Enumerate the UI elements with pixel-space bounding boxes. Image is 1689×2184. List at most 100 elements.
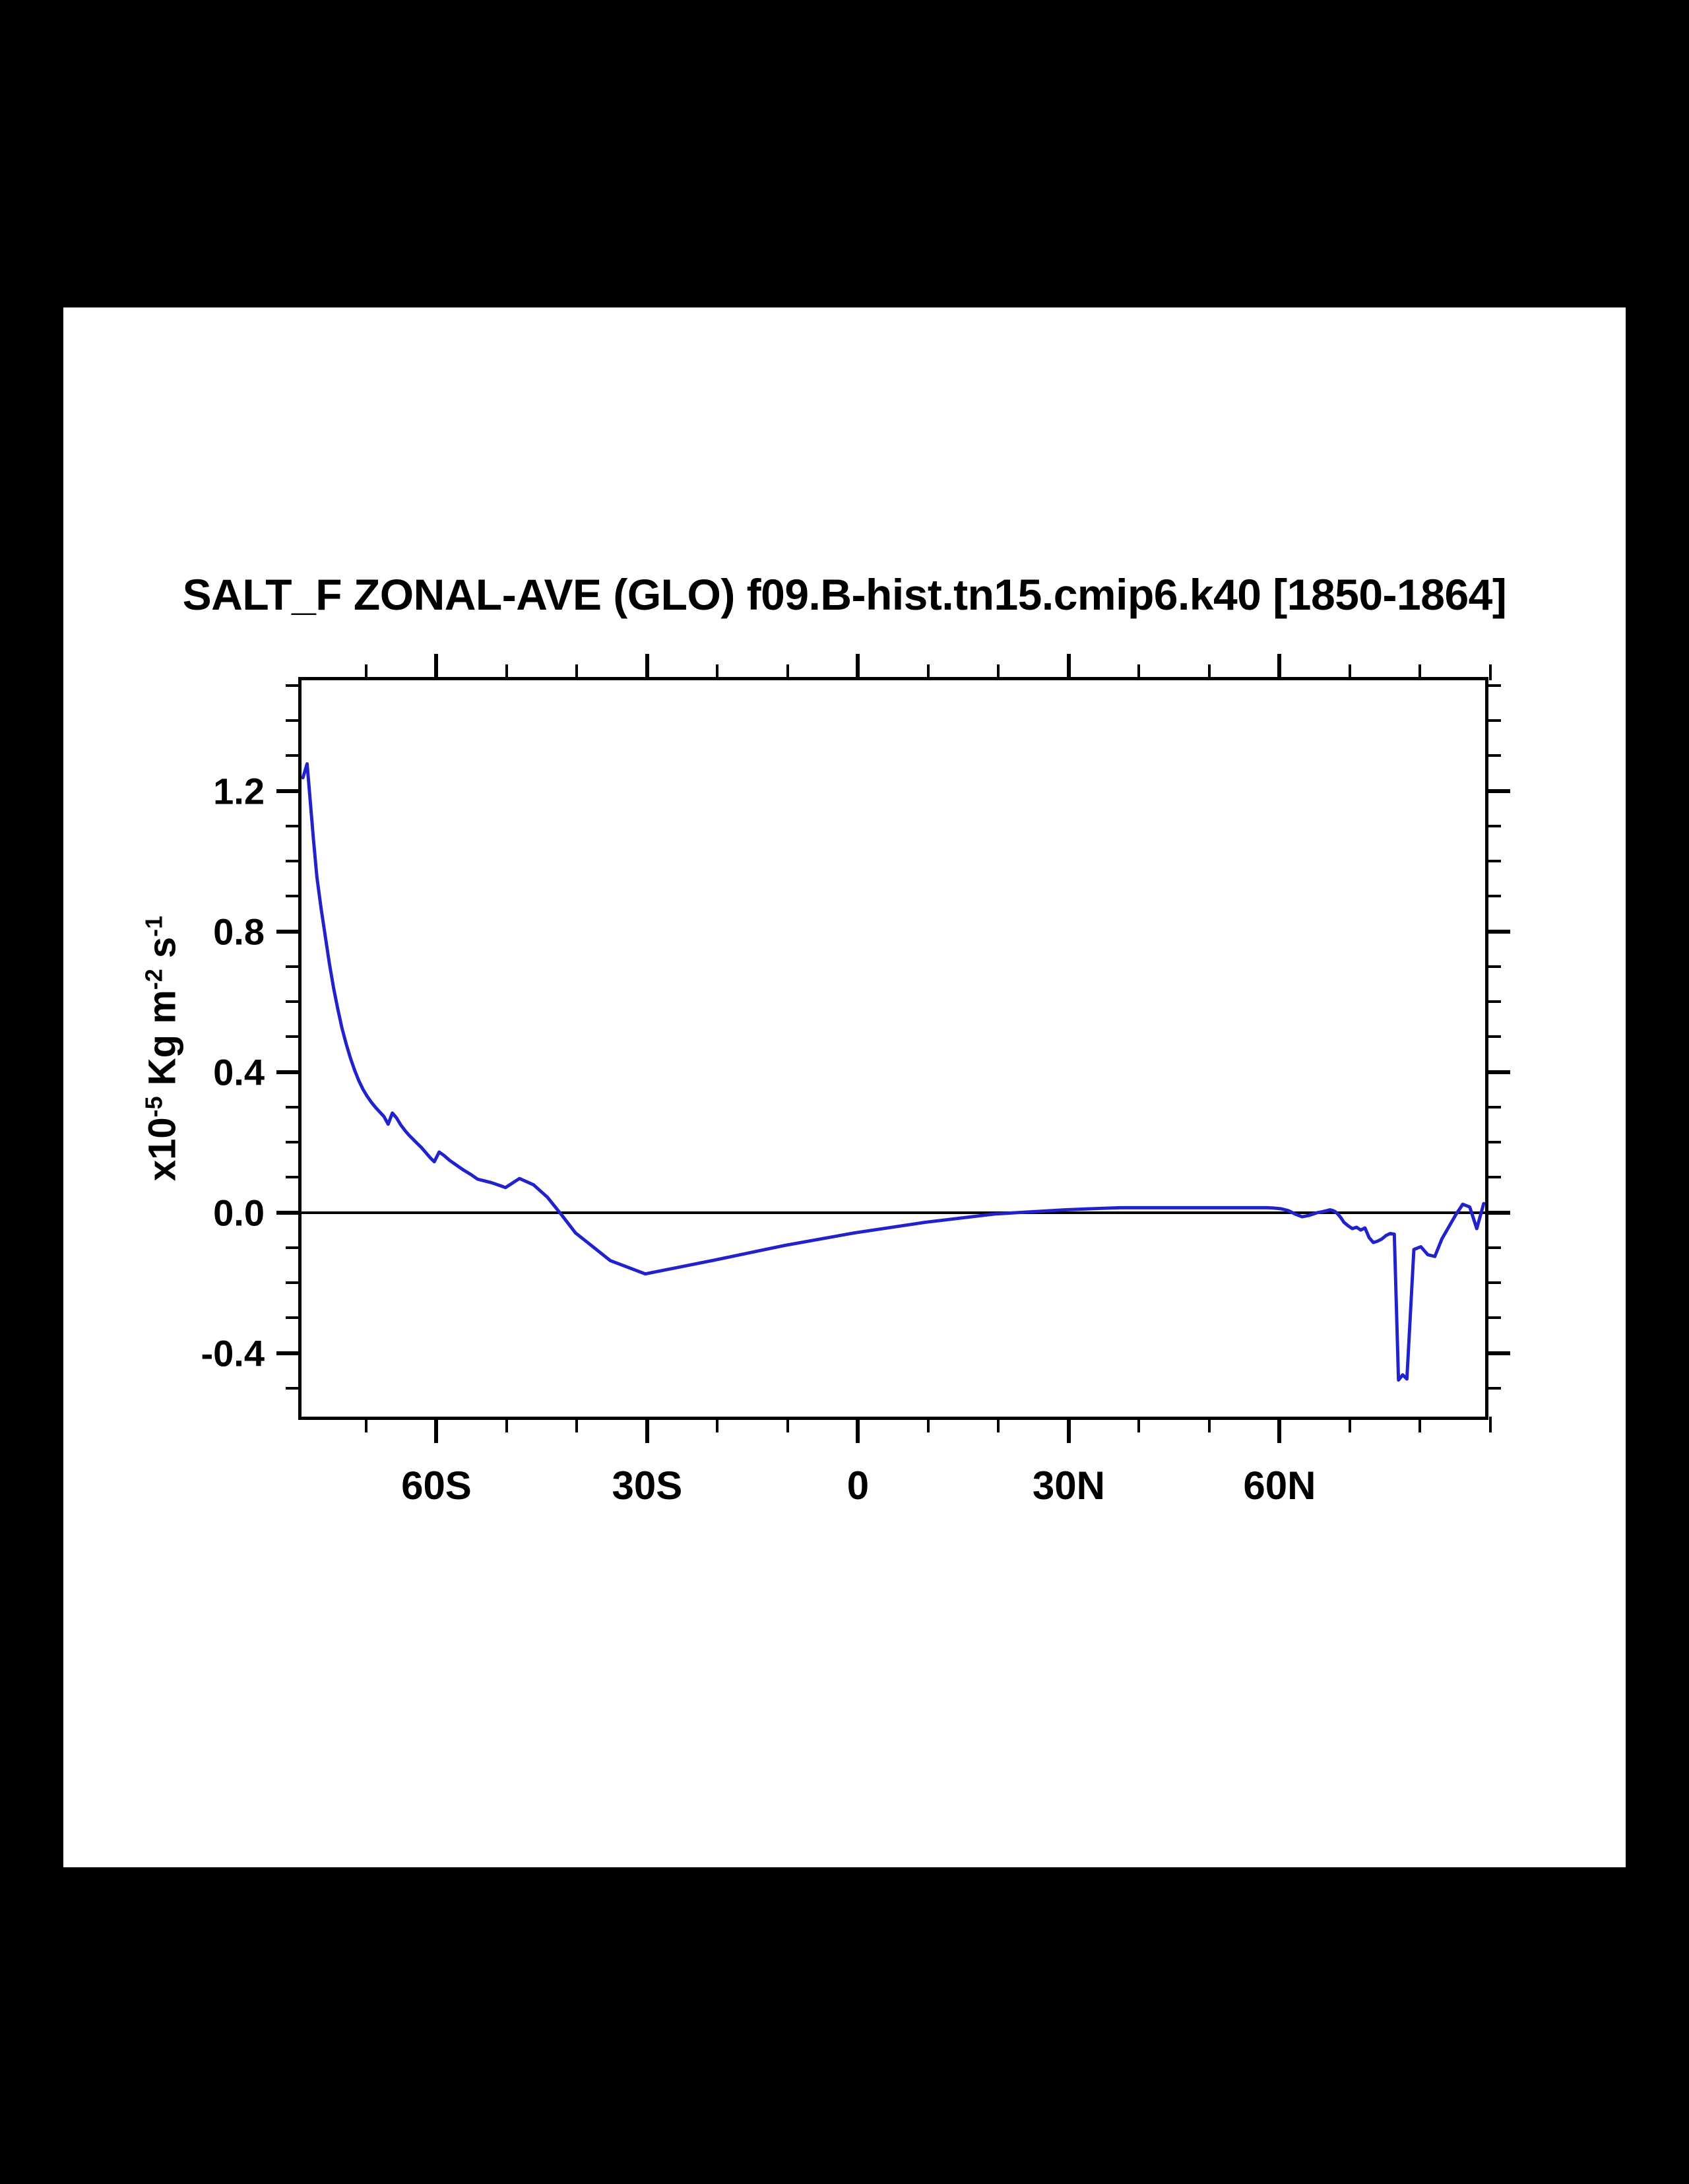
x-axis-tick-bottom [856,1417,860,1443]
y-axis-tick-left [286,684,302,687]
y-axis-tick-right [1485,1316,1501,1320]
x-axis-tick-top [575,664,579,680]
y-axis-tick-right [1485,965,1501,968]
x-axis-tick-top [1348,664,1351,680]
y-axis-tick-left [286,1105,302,1108]
x-axis-tick-bottom [1488,1417,1492,1432]
y-axis-tick-right [1485,684,1501,687]
x-axis-tick-top [926,664,930,680]
x-axis-tick-label: 60N [1243,1463,1316,1508]
y-axis-tick-right [1485,824,1501,827]
x-axis-tick-bottom [786,1417,789,1432]
y-axis-tick-right [1485,1070,1510,1074]
plot-inner [302,680,1485,1417]
y-axis-tick-left [276,1210,302,1215]
x-axis-tick-label: 60S [401,1463,472,1508]
y-axis-tick-right [1485,1210,1510,1215]
figure-panel: SALT_F ZONAL-AVE (GLO) f09.B-hist.tn15.c… [63,307,1626,1867]
y-axis-label-exp2: -2 [140,969,168,990]
y-axis-tick-right [1485,1141,1501,1144]
y-axis-tick-right [1485,754,1501,757]
y-axis-tick-label: -0.4 [201,1332,265,1374]
x-axis-tick-bottom [505,1417,508,1432]
x-axis-tick-top [1277,654,1282,680]
y-axis-tick-right [1485,860,1501,863]
y-axis-tick-right [1485,1246,1501,1249]
y-axis-label: x10-5 Kg m-2 s-1 [140,916,184,1181]
y-axis-tick-left [276,929,302,934]
y-axis-tick-left [286,1000,302,1004]
y-axis-tick-right [1485,1035,1501,1039]
y-axis-tick-left [286,1246,302,1249]
x-axis-tick-top [1488,664,1492,680]
x-axis-tick-bottom [716,1417,719,1432]
y-axis-tick-left [286,1035,302,1039]
x-axis-tick-top [997,664,1000,680]
y-axis-label-exp1: -5 [140,1096,168,1118]
x-axis-tick-bottom [364,1417,367,1432]
x-axis-tick-top [505,664,508,680]
y-axis-label-mid2: s [141,936,184,969]
y-axis-tick-right [1485,719,1501,723]
x-axis-tick-bottom [434,1417,439,1443]
x-axis-tick-label: 30S [612,1463,683,1508]
x-axis-tick-bottom [645,1417,649,1443]
x-axis-tick-top [716,664,719,680]
y-axis-tick-left [286,1386,302,1390]
x-axis-tick-bottom [1418,1417,1422,1432]
y-axis-tick-left [286,895,302,898]
x-axis-tick-top [1137,664,1141,680]
y-axis-label-exp3: -1 [140,915,168,937]
x-axis-tick-bottom [997,1417,1000,1432]
y-axis-tick-left [286,719,302,723]
y-axis-tick-left [286,824,302,827]
x-axis-tick-top [364,664,367,680]
zero-reference-line [302,1211,1485,1214]
plot-area: 1.2 0.8 0.4 0.0 -0.4 60S 30S 0 30N 60N [201,654,1510,1508]
x-axis-tick-top [434,654,439,680]
x-axis-tick-bottom [1277,1417,1282,1443]
y-axis-label-mid: Kg m [141,990,184,1097]
y-axis-tick-label: 0.0 [213,1192,265,1234]
x-axis-tick-top [1207,664,1211,680]
y-axis-tick-right [1485,1351,1510,1355]
x-axis-tick-label: 0 [846,1463,870,1508]
x-axis-tick-bottom [926,1417,930,1432]
data-series-salt-f [302,762,1485,1382]
x-axis-tick-bottom [1207,1417,1211,1432]
x-axis-tick-bottom [1137,1417,1141,1432]
y-axis-tick-left [276,1351,302,1355]
y-axis-tick-left [286,965,302,968]
y-axis-tick-right [1485,1386,1501,1390]
y-axis-tick-left [286,1176,302,1179]
y-axis-tick-right [1485,929,1510,934]
y-axis-label-prefix: x10 [141,1117,184,1182]
y-axis-tick-label: 0.4 [213,1051,265,1093]
x-axis-tick-top [645,654,649,680]
y-axis-tick-left [286,754,302,757]
y-axis-tick-label: 0.8 [213,911,265,953]
x-axis-tick-top [856,654,860,680]
y-axis-tick-left [286,1141,302,1144]
y-axis-tick-right [1485,788,1510,793]
y-axis-tick-left [286,1316,302,1320]
y-axis-tick-label: 1.2 [213,770,265,812]
x-axis-tick-top [786,664,789,680]
x-axis-tick-top [1066,654,1071,680]
y-axis-tick-right [1485,1105,1501,1108]
page-title: SALT_F ZONAL-AVE (GLO) f09.B-hist.tn15.c… [182,570,1507,619]
y-axis-tick-left [286,1281,302,1285]
series-polyline [302,762,1485,1382]
x-axis-tick-bottom [1066,1417,1071,1443]
x-axis-tick-label: 30N [1032,1463,1105,1508]
x-axis-tick-bottom [575,1417,579,1432]
y-axis-tick-right [1485,895,1501,898]
y-axis-tick-left [276,788,302,793]
y-axis-tick-right [1485,1281,1501,1285]
x-axis-tick-bottom [1348,1417,1351,1432]
y-axis-tick-left [286,860,302,863]
x-axis-tick-top [1418,664,1422,680]
y-axis-tick-right [1485,1000,1501,1004]
y-axis-tick-right [1485,1176,1501,1179]
